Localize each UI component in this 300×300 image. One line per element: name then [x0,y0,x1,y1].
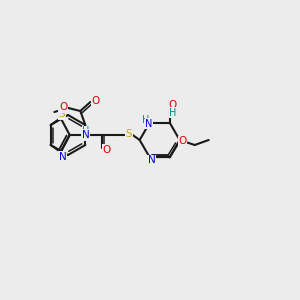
Text: O: O [59,102,68,112]
Text: N: N [82,130,90,140]
Text: S: S [125,129,132,139]
Text: H: H [82,126,89,136]
Text: O: O [178,136,187,146]
Text: N: N [59,152,67,162]
Text: H: H [142,115,149,125]
Text: S: S [58,109,65,119]
Text: N: N [145,119,152,129]
Text: O: O [169,100,177,110]
Text: N: N [148,155,156,165]
Text: O: O [91,96,99,106]
Text: O: O [103,145,111,155]
Text: H: H [169,108,176,118]
